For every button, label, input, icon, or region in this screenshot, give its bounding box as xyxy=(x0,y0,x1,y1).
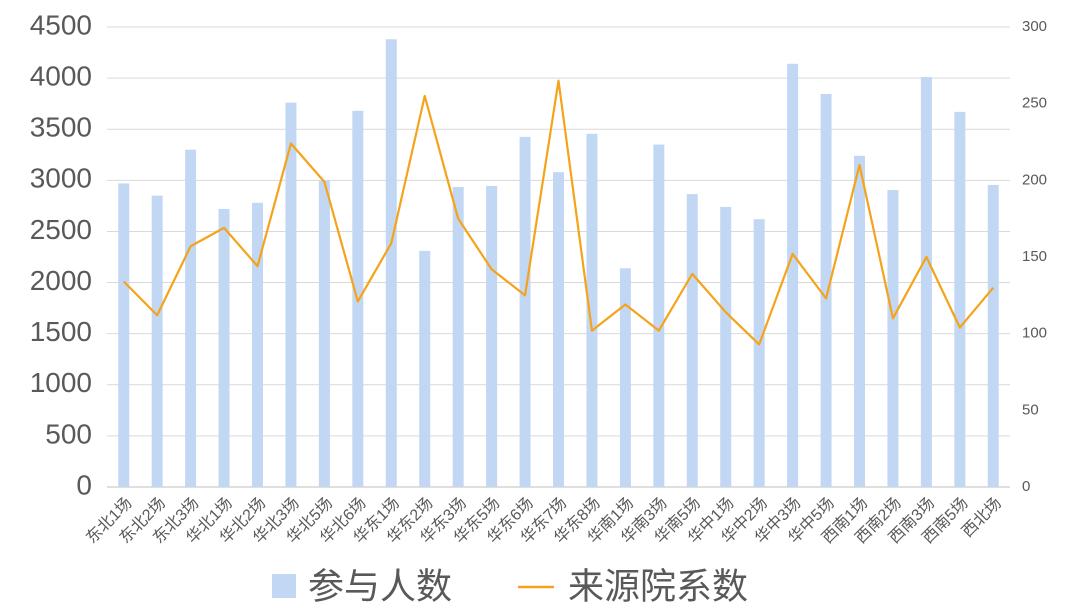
y-tick-label: 2000 xyxy=(30,265,92,296)
bar xyxy=(720,206,732,487)
bar xyxy=(385,39,397,488)
y-tick-label: 4500 xyxy=(30,9,92,40)
bar xyxy=(318,180,330,488)
y-tick-label: 500 xyxy=(45,418,92,449)
y2-tick-label: 50 xyxy=(1022,401,1039,418)
y2-tick-label: 100 xyxy=(1022,325,1047,342)
bar xyxy=(218,208,230,487)
bar xyxy=(118,183,130,487)
bar xyxy=(854,155,865,488)
y2-tick-label: 0 xyxy=(1022,478,1030,495)
y2-tick-label: 300 xyxy=(1022,18,1047,35)
bar xyxy=(486,185,498,487)
bar xyxy=(519,136,531,487)
y-tick-label: 2500 xyxy=(30,214,92,245)
bar xyxy=(887,190,899,488)
bar xyxy=(553,172,564,487)
y-tick-label: 0 xyxy=(76,469,92,500)
y2-tick-label: 250 xyxy=(1022,95,1047,112)
legend-marker xyxy=(272,574,296,598)
bar xyxy=(753,219,765,487)
y-tick-label: 3500 xyxy=(30,112,92,143)
bar xyxy=(920,77,932,487)
bar xyxy=(820,93,832,487)
bar xyxy=(954,111,966,487)
bar xyxy=(185,149,197,487)
y-tick-label: 1000 xyxy=(30,367,92,398)
y2-tick-label: 150 xyxy=(1022,248,1047,265)
bar xyxy=(452,186,464,487)
bar xyxy=(151,195,163,487)
bar xyxy=(619,268,631,487)
legend-label: 参与人数 xyxy=(308,566,452,607)
bar xyxy=(987,184,999,487)
bar xyxy=(252,202,263,488)
y2-tick-label: 200 xyxy=(1022,171,1047,188)
y-tick-label: 3000 xyxy=(30,163,92,194)
bar xyxy=(419,250,431,487)
legend-label: 来源院系数 xyxy=(568,566,748,607)
line xyxy=(122,79,995,346)
bar xyxy=(686,194,698,487)
bar xyxy=(653,144,665,488)
y-tick-label: 1500 xyxy=(30,316,92,347)
bar xyxy=(285,102,297,488)
bar xyxy=(586,133,598,488)
bar xyxy=(787,63,799,488)
y-tick-label: 4000 xyxy=(30,61,92,92)
